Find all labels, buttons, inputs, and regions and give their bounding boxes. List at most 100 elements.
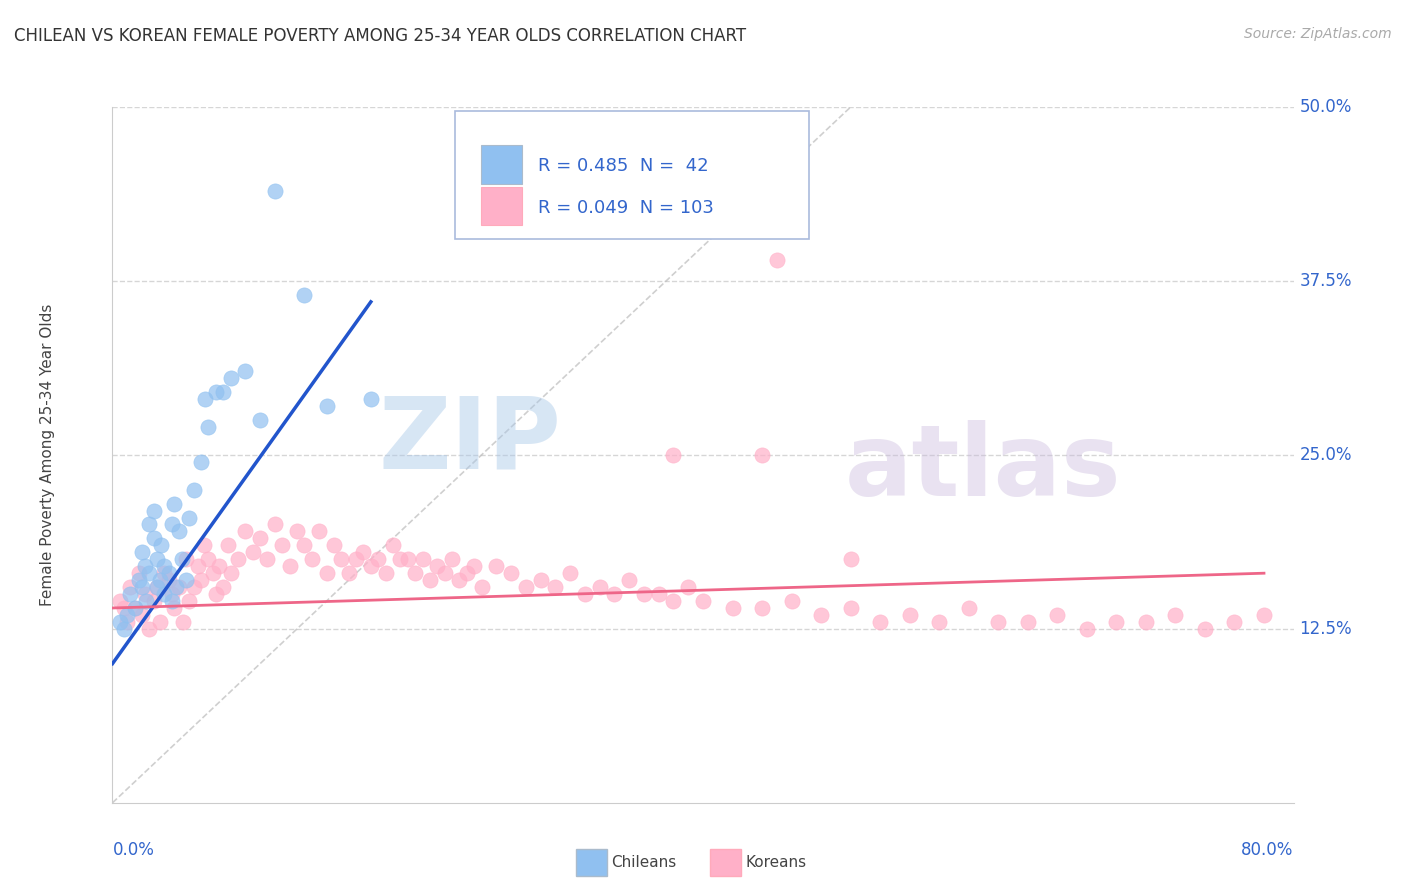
- Text: Source: ZipAtlas.com: Source: ZipAtlas.com: [1244, 27, 1392, 41]
- FancyBboxPatch shape: [481, 145, 522, 184]
- Text: 25.0%: 25.0%: [1299, 446, 1353, 464]
- Point: [360, 392, 382, 407]
- Point: [301, 552, 323, 566]
- Point: [433, 566, 456, 581]
- Point: [678, 580, 700, 594]
- Point: [501, 566, 523, 581]
- Point: [957, 601, 980, 615]
- Point: [149, 615, 172, 629]
- Point: [603, 587, 626, 601]
- Point: [120, 587, 142, 601]
- Point: [647, 587, 671, 601]
- Point: [721, 601, 744, 615]
- Point: [183, 483, 205, 497]
- Point: [138, 517, 160, 532]
- Point: [529, 573, 551, 587]
- Point: [153, 587, 176, 601]
- Point: [190, 455, 212, 469]
- Point: [160, 517, 183, 532]
- Text: 0.0%: 0.0%: [112, 841, 155, 859]
- Point: [183, 580, 205, 594]
- Point: [217, 538, 239, 552]
- Point: [153, 566, 176, 581]
- Point: [138, 566, 160, 581]
- Point: [456, 566, 478, 581]
- Point: [360, 559, 382, 574]
- Point: [167, 580, 190, 594]
- Point: [396, 552, 419, 566]
- Point: [117, 607, 138, 622]
- Point: [426, 559, 449, 574]
- Point: [271, 538, 294, 552]
- Point: [692, 594, 714, 608]
- Text: R = 0.485  N =  42: R = 0.485 N = 42: [537, 157, 709, 175]
- Point: [124, 601, 146, 615]
- Point: [160, 594, 183, 608]
- Point: [751, 448, 773, 462]
- Point: [869, 615, 891, 629]
- Point: [187, 559, 209, 574]
- Point: [112, 622, 135, 636]
- FancyBboxPatch shape: [481, 187, 522, 226]
- Point: [1076, 622, 1098, 636]
- Point: [411, 552, 433, 566]
- Point: [367, 552, 389, 566]
- Point: [315, 566, 337, 581]
- Point: [201, 566, 224, 581]
- Point: [142, 532, 165, 546]
- Point: [205, 385, 228, 400]
- Point: [285, 524, 308, 539]
- Point: [1164, 607, 1187, 622]
- Point: [170, 552, 193, 566]
- Point: [163, 601, 186, 615]
- Point: [898, 607, 921, 622]
- Text: Female Poverty Among 25-34 Year Olds: Female Poverty Among 25-34 Year Olds: [39, 304, 55, 606]
- Point: [233, 524, 256, 539]
- Point: [160, 587, 183, 601]
- Point: [337, 566, 360, 581]
- Point: [315, 399, 337, 413]
- Point: [928, 615, 950, 629]
- Point: [226, 552, 249, 566]
- Point: [751, 601, 773, 615]
- Point: [131, 607, 153, 622]
- Point: [197, 420, 219, 434]
- Text: Koreans: Koreans: [745, 855, 806, 870]
- Point: [134, 587, 156, 601]
- Point: [264, 517, 287, 532]
- Point: [219, 371, 242, 385]
- Point: [463, 559, 485, 574]
- Point: [197, 552, 219, 566]
- Point: [131, 580, 153, 594]
- Point: [278, 559, 301, 574]
- Point: [470, 580, 494, 594]
- Point: [242, 545, 264, 559]
- Point: [124, 601, 146, 615]
- Point: [1017, 615, 1039, 629]
- Point: [987, 615, 1010, 629]
- Point: [1135, 615, 1157, 629]
- Point: [292, 288, 315, 302]
- Point: [120, 580, 142, 594]
- Point: [441, 552, 464, 566]
- FancyBboxPatch shape: [456, 111, 810, 239]
- Point: [193, 538, 215, 552]
- Point: [1046, 607, 1069, 622]
- Text: 80.0%: 80.0%: [1241, 841, 1294, 859]
- Point: [1253, 607, 1275, 622]
- Point: [157, 573, 180, 587]
- Point: [142, 594, 165, 608]
- Point: [382, 538, 405, 552]
- Text: R = 0.049  N = 103: R = 0.049 N = 103: [537, 199, 713, 217]
- Point: [574, 587, 596, 601]
- Point: [174, 573, 197, 587]
- Text: 37.5%: 37.5%: [1299, 272, 1353, 290]
- Point: [330, 552, 353, 566]
- Point: [150, 538, 173, 552]
- Point: [134, 559, 156, 574]
- Point: [249, 413, 271, 427]
- Point: [544, 580, 567, 594]
- Point: [810, 607, 832, 622]
- Point: [212, 580, 235, 594]
- Point: [256, 552, 278, 566]
